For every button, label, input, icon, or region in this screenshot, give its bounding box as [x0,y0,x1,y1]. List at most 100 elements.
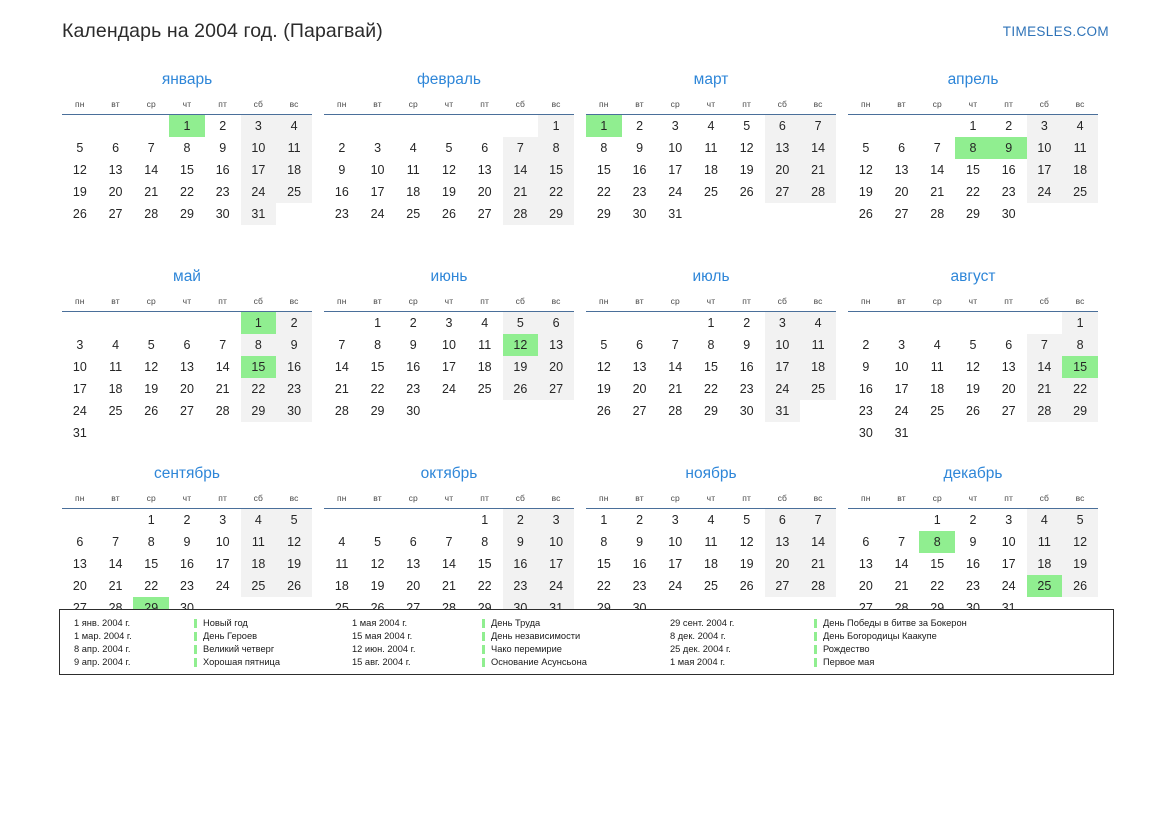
day-cell[interactable]: 19 [502,355,539,378]
day-cell[interactable]: 20 [538,355,574,378]
day-cell[interactable]: 14 [334,359,349,374]
day-cell[interactable]: 21 [1026,377,1063,400]
day-cell[interactable]: 21 [668,381,683,396]
day-cell[interactable]: 3 [219,512,227,527]
day-cell[interactable]: 31 [240,202,277,225]
day-cell[interactable]: 2 [636,118,644,133]
day-cell[interactable]: 15 [966,162,980,177]
day-cell[interactable]: 6 [481,140,489,155]
day-cell[interactable]: 19 [442,184,456,199]
day-cell[interactable]: 12 [1062,530,1098,553]
day-cell[interactable]: 31 [72,425,87,440]
day-cell[interactable]: 15 [180,162,194,177]
day-cell[interactable]: 16 [632,556,647,571]
day-cell[interactable]: 25 [240,574,277,597]
day-cell[interactable]: 23 [966,578,980,593]
day-cell[interactable]: 22 [180,184,194,199]
day-cell[interactable]: 23 [1001,184,1016,199]
day-cell[interactable]: 2 [409,315,417,330]
day-cell[interactable]: 12 [739,140,754,155]
day-cell[interactable]: 8 [481,534,489,549]
brand-logo[interactable]: TIMESLES.COM [1002,23,1109,39]
day-cell[interactable]: 9 [862,359,870,374]
day-cell[interactable]: 5 [374,534,382,549]
day-cell-holiday[interactable]: 1 [240,311,277,334]
day-cell[interactable]: 7 [800,114,836,137]
day-cell[interactable]: 28 [800,180,836,203]
day-cell[interactable]: 18 [108,381,123,396]
day-cell[interactable]: 6 [764,114,801,137]
day-cell[interactable]: 27 [894,206,909,221]
day-cell[interactable]: 15 [596,162,611,177]
day-cell[interactable]: 10 [538,530,574,553]
day-cell[interactable]: 23 [334,206,349,221]
day-cell[interactable]: 16 [1001,162,1016,177]
day-cell[interactable]: 5 [276,508,312,531]
day-cell[interactable]: 6 [76,534,84,549]
day-cell[interactable]: 16 [180,556,194,571]
day-cell[interactable]: 26 [596,403,611,418]
day-cell[interactable]: 24 [240,180,277,203]
day-cell[interactable]: 9 [636,534,644,549]
day-cell[interactable]: 19 [72,184,87,199]
day-cell[interactable]: 28 [930,206,945,221]
day-cell[interactable]: 14 [1026,355,1063,378]
day-cell[interactable]: 11 [1062,136,1098,159]
day-cell[interactable]: 8 [240,333,277,356]
day-cell[interactable]: 24 [215,578,230,593]
day-cell[interactable]: 29 [538,202,574,225]
day-cell[interactable]: 27 [764,574,801,597]
day-cell[interactable]: 27 [538,377,574,400]
day-cell[interactable]: 22 [370,381,385,396]
day-cell[interactable]: 6 [636,337,644,352]
day-cell[interactable]: 22 [966,184,980,199]
day-cell[interactable]: 11 [109,359,123,374]
day-cell-holiday[interactable]: 15 [1062,355,1098,378]
day-cell[interactable]: 21 [108,578,123,593]
day-cell[interactable]: 18 [930,381,945,396]
day-cell[interactable]: 26 [739,578,754,593]
day-cell[interactable]: 29 [240,399,277,422]
day-cell[interactable]: 18 [477,359,492,374]
day-cell[interactable]: 2 [743,315,751,330]
day-cell-holiday[interactable]: 25 [1026,574,1063,597]
day-cell[interactable]: 26 [144,403,159,418]
day-cell[interactable]: 5 [600,337,608,352]
day-cell[interactable]: 2 [969,512,977,527]
day-cell-holiday[interactable]: 9 [990,136,1027,159]
day-cell[interactable]: 9 [636,140,644,155]
day-cell[interactable]: 17 [668,162,683,177]
day-cell[interactable]: 26 [276,574,312,597]
day-cell[interactable]: 25 [1062,180,1098,203]
day-cell[interactable]: 21 [215,381,230,396]
day-cell[interactable]: 12 [72,162,87,177]
day-cell[interactable]: 3 [764,311,801,334]
day-cell[interactable]: 13 [858,556,873,571]
day-cell[interactable]: 31 [668,206,683,221]
day-cell[interactable]: 2 [1005,118,1013,133]
day-cell[interactable]: 19 [966,381,980,396]
day-cell[interactable]: 16 [334,184,349,199]
day-cell[interactable]: 10 [370,162,385,177]
day-cell[interactable]: 3 [76,337,84,352]
day-cell[interactable]: 11 [276,136,312,159]
day-cell[interactable]: 22 [596,184,611,199]
day-cell[interactable]: 2 [338,140,346,155]
day-cell[interactable]: 13 [180,359,194,374]
day-cell[interactable]: 13 [764,530,801,553]
day-cell[interactable]: 4 [1026,508,1063,531]
day-cell[interactable]: 20 [477,184,492,199]
day-cell[interactable]: 13 [764,136,801,159]
day-cell[interactable]: 6 [764,508,801,531]
day-cell[interactable]: 25 [800,377,836,400]
day-cell-holiday[interactable]: 1 [169,114,205,137]
day-cell[interactable]: 16 [502,552,539,575]
day-cell[interactable]: 1 [969,118,977,133]
day-cell[interactable]: 17 [442,359,456,374]
day-cell[interactable]: 21 [334,381,349,396]
day-cell[interactable]: 22 [477,578,492,593]
day-cell[interactable]: 16 [966,556,980,571]
day-cell[interactable]: 4 [338,534,346,549]
day-cell[interactable]: 17 [764,355,801,378]
day-cell[interactable]: 6 [862,534,870,549]
